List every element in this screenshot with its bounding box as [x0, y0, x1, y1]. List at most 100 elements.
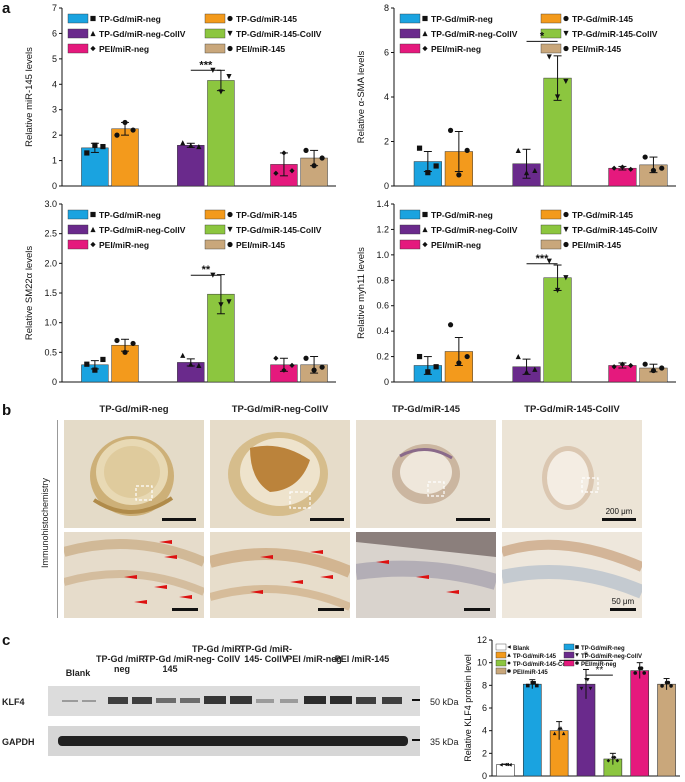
y-tick-label: 4: [384, 92, 389, 102]
y-tick-label: 0: [482, 771, 487, 781]
significance-label: *: [540, 30, 545, 42]
data-point: [218, 89, 224, 95]
data-point: [416, 353, 423, 360]
legend-swatch: [67, 209, 89, 220]
data-point: [515, 353, 521, 360]
legend-marker: [90, 30, 96, 37]
legend-label: PEI/miR-neg: [431, 44, 481, 54]
legend-label: PEI/miR-145: [236, 44, 285, 54]
data-point: [84, 150, 90, 156]
legend-label: PEI/miR-145: [572, 240, 621, 250]
data-point: [612, 755, 617, 760]
legend-label: PEI/miR-neg: [99, 240, 149, 250]
ihc-side-label: Immunohistochemistry: [40, 477, 50, 568]
data-point: [196, 143, 202, 150]
data-point: [515, 147, 521, 153]
legend-label: TP-Gd/miR-145: [572, 210, 633, 220]
blot-lane-7: PEI /miR-145: [334, 654, 390, 664]
legend-swatch: [540, 28, 562, 39]
data-point: [303, 355, 309, 361]
legend-marker: [422, 30, 428, 37]
data-point: [311, 367, 317, 373]
data-point: [508, 763, 512, 767]
data-point: [615, 758, 620, 763]
legend-marker: [90, 15, 96, 22]
bar: [111, 128, 139, 187]
legend-label: Blank: [513, 646, 530, 652]
legend-swatch: [399, 209, 421, 220]
legend-swatch: [67, 224, 89, 235]
legend-marker: [563, 45, 569, 52]
y-axis-label: Relative α-SMA levels: [356, 50, 367, 143]
y-tick-label: 2: [384, 137, 389, 147]
data-point: [523, 170, 530, 176]
y-tick-label: 5: [52, 54, 57, 64]
ihc-image-4-high: 50 μm: [502, 532, 642, 618]
legend-marker: [227, 226, 233, 233]
legend-marker: [563, 15, 569, 22]
y-tick-label: 2.5: [44, 229, 57, 239]
data-point: [311, 163, 317, 169]
ihc-title-1: TP-Gd/miR-neg: [99, 404, 169, 415]
legend-label: TP-Gd/miR-145: [572, 14, 633, 24]
y-tick-label: 0.2: [376, 352, 389, 362]
scale-bottom-text: 50 μm: [612, 597, 635, 606]
data-point: [196, 362, 202, 368]
legend-swatch: [67, 13, 89, 24]
legend-marker: [575, 653, 579, 657]
bar: [608, 167, 637, 187]
data-point: [563, 78, 569, 85]
legend-label: TP-Gd/miR-145: [236, 14, 297, 24]
ihc-title-3: TP-Gd/miR-145: [391, 404, 461, 415]
y-axis-label: Relative SM22α levels: [24, 246, 35, 340]
legend-marker: [422, 241, 428, 248]
legend-marker: [90, 211, 96, 218]
data-point: [639, 666, 644, 671]
data-point: [92, 367, 98, 373]
ihc-divider: [57, 420, 58, 618]
blot-lane-6: PEI /miR-neg: [286, 654, 342, 664]
legend-swatch: [540, 13, 562, 24]
blot-lane-3: TP-Gd /miR-145: [144, 654, 196, 674]
legend-swatch: [399, 224, 421, 235]
y-tick-label: 0.8: [376, 275, 389, 285]
legend-marker: [422, 226, 428, 233]
data-point: [464, 147, 470, 153]
legend-marker: [227, 241, 233, 248]
bar: [543, 277, 572, 383]
y-tick-label: 6: [482, 703, 487, 713]
y-tick-label: 0: [384, 377, 389, 387]
y-tick-label: 3.0: [44, 199, 57, 209]
bar: [657, 683, 676, 777]
data-point: [561, 731, 566, 736]
legend-swatch: [399, 43, 421, 54]
y-tick-label: 1.4: [376, 199, 389, 209]
data-point: [114, 337, 120, 344]
data-point: [289, 168, 295, 174]
scale-top-text: 200 μm: [606, 507, 633, 516]
y-tick-label: 6: [384, 48, 389, 58]
data-point: [84, 361, 90, 367]
data-point: [546, 258, 552, 264]
legend-swatch: [495, 659, 507, 667]
legend-marker: [507, 661, 511, 665]
legend-label: TP-Gd/miR-neg-CollV: [581, 654, 642, 660]
data-point: [619, 361, 626, 367]
legend-swatch: [540, 224, 562, 235]
data-point: [532, 681, 536, 685]
y-tick-label: 12: [477, 636, 487, 645]
data-point: [666, 680, 671, 685]
legend-marker: [227, 45, 233, 52]
legend-swatch: [563, 659, 575, 667]
data-point: [433, 364, 439, 370]
legend-swatch: [540, 209, 562, 220]
y-tick-label: 8: [482, 680, 487, 690]
legend-label: PEI/miR-neg: [581, 662, 617, 668]
ihc-image-1-low: [64, 420, 204, 528]
legend-marker: [422, 15, 428, 22]
legend-label: TP-Gd/miR-neg: [431, 210, 493, 220]
y-tick-label: 0.4: [376, 326, 389, 336]
chart-asma: 0 2 4 6 8 Relative α-SMA levels TP-Gd/miR-neg T…: [356, 3, 676, 191]
legend-marker: [563, 211, 569, 218]
bar: [177, 145, 205, 187]
